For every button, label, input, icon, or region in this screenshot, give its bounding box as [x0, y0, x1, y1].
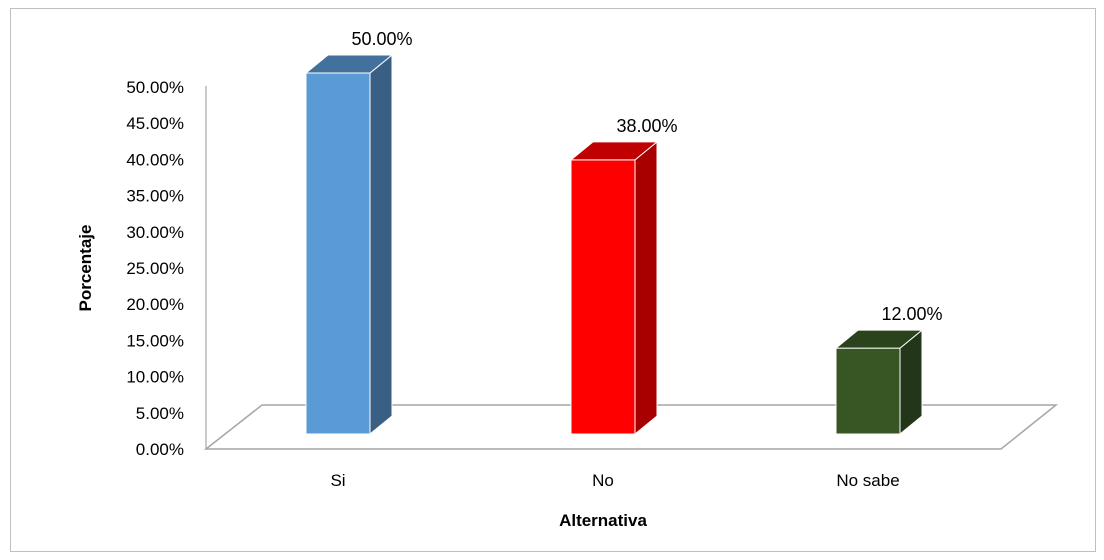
data-label: 12.00% [881, 304, 942, 324]
y-tick-label: 35.00% [126, 187, 184, 206]
y-tick-label: 30.00% [126, 223, 184, 242]
bar-front-0 [305, 72, 371, 435]
y-tick-label: 10.00% [126, 368, 184, 387]
bar-side-0 [369, 53, 393, 436]
y-axis-title: Porcentaje [76, 225, 95, 312]
data-label: 50.00% [351, 29, 412, 49]
bar-side-1 [634, 140, 658, 436]
bar-front-1 [570, 159, 636, 435]
y-tick-label: 50.00% [126, 78, 184, 97]
y-tick-label: 20.00% [126, 295, 184, 314]
bar-top-1 [569, 141, 659, 161]
bars-group: 50.00% 38.00% 12.00% [304, 29, 943, 436]
x-category-label: Si [330, 471, 345, 490]
x-category-label: No sabe [836, 471, 899, 490]
x-axis-title: Alternativa [559, 511, 647, 530]
x-category-label: No [592, 471, 614, 490]
bar-front-2 [835, 347, 901, 435]
y-tick-label: 15.00% [126, 331, 184, 350]
data-label: 38.00% [616, 116, 677, 136]
bar-top-2 [834, 329, 924, 349]
chart-frame [10, 8, 1096, 552]
y-axis-ticks: 0.00% 5.00% 10.00% 15.00% 20.00% 25.00% 30.00%… [126, 78, 184, 459]
y-tick-label: 40.00% [126, 150, 184, 169]
bar-top-0 [304, 54, 394, 74]
y-tick-label: 45.00% [126, 114, 184, 133]
y-tick-label: 0.00% [136, 440, 184, 459]
y-tick-label: 25.00% [126, 259, 184, 278]
x-axis-categories: Si No No sabe [330, 471, 899, 490]
y-tick-label: 5.00% [136, 404, 184, 423]
